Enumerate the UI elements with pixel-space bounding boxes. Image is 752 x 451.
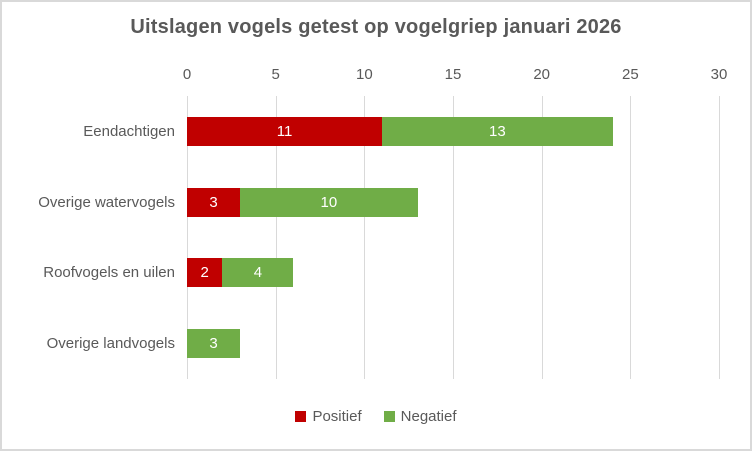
x-tick-label: 5 xyxy=(271,66,280,83)
data-label: 3 xyxy=(209,335,218,353)
x-tick-label: 15 xyxy=(444,66,462,83)
x-tick-label: 0 xyxy=(182,66,192,83)
x-axis: 0 5 10 15 20 25 30 xyxy=(183,66,728,88)
data-label: 4 xyxy=(253,264,263,282)
bar-segment-negatief: 4 xyxy=(222,258,294,288)
gridline xyxy=(187,96,188,379)
legend-label-negatief: Negatief xyxy=(400,408,457,425)
data-label: 13 xyxy=(488,122,506,140)
x-tick-label: 10 xyxy=(355,66,373,83)
gridline xyxy=(453,96,454,379)
x-tick-label: 30 xyxy=(710,66,728,83)
bar-segment-negatief: 10 xyxy=(240,187,418,217)
x-tick-label: 25 xyxy=(621,66,639,83)
legend-item-positief: Positief xyxy=(295,408,362,425)
category-label: Roofvogels en uilen xyxy=(43,264,175,282)
gridline xyxy=(541,96,543,379)
bar-row: 3 xyxy=(187,308,719,379)
gridline xyxy=(364,96,366,379)
x-tick-label: 20 xyxy=(533,66,550,83)
data-label: 3 xyxy=(209,193,218,211)
gridline xyxy=(630,96,632,379)
legend-label-positief: Positief xyxy=(312,408,362,425)
category-label: Eendachtigen xyxy=(83,122,175,140)
gridline xyxy=(275,96,277,379)
bar-row: 11 13 xyxy=(187,96,719,167)
legend: Positief Negatief xyxy=(2,408,750,425)
negatief-swatch-icon xyxy=(383,411,395,422)
bar-segment-negatief: 3 xyxy=(187,329,241,359)
data-label: 2 xyxy=(200,264,209,282)
bar-segment-positief: 3 xyxy=(187,187,241,217)
bar-segment-negatief: 13 xyxy=(382,116,613,146)
legend-item-negatief: Negatief xyxy=(383,408,457,425)
category-label: Overige watervogels xyxy=(38,193,175,211)
data-label: 10 xyxy=(320,193,338,211)
positief-swatch-icon xyxy=(295,411,307,422)
bar-row: 3 10 xyxy=(187,167,719,238)
data-label: 11 xyxy=(276,122,293,140)
bar-segment-positief: 2 xyxy=(187,258,223,288)
plot-area: 11 13 3 10 2 4 3 xyxy=(187,96,720,379)
bar-segment-positief: 11 xyxy=(187,116,383,146)
chart-title: Uitslagen vogels getest op vogelgriep ja… xyxy=(130,16,622,38)
gridline xyxy=(719,96,720,379)
category-labels: Eendachtigen Overige watervogels Roofvogel… xyxy=(2,96,175,379)
category-label: Overige landvogels xyxy=(46,335,175,353)
